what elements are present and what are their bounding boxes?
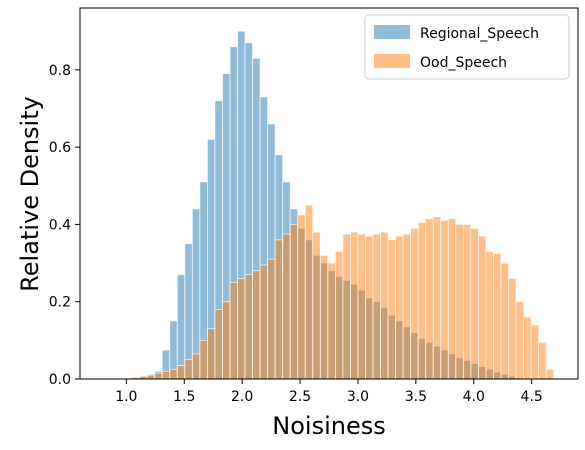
bar-ood-speech [237,278,246,380]
bar-ood-speech [267,258,276,380]
y-tick-label: 0.0 [49,372,71,388]
y-tick-label: 0.6 [49,140,71,156]
y-tick-label: 0.2 [49,295,71,311]
bar-ood-speech [214,309,223,380]
bar-ood-speech [274,239,284,380]
bar-ood-speech [222,301,231,380]
bar-ood-speech [297,214,306,380]
bar-ood-speech [176,365,186,380]
bar-ood-speech [146,374,156,380]
x-axis-label: Noisiness [272,412,385,440]
bar-ood-speech [184,359,193,380]
bars-layer [116,30,555,380]
bar-ood-speech [508,278,517,380]
x-tick-label: 2.0 [231,389,253,405]
bar-ood-speech [417,222,427,380]
x-tick-label: 1.5 [173,389,195,405]
x-tick-label: 2.5 [289,389,311,405]
legend-swatch-ood-speech [374,54,410,68]
x-tick-label: 1.0 [115,389,137,405]
y-axis-label: Relative Density [16,96,44,292]
bar-ood-speech [259,264,269,380]
bar-ood-speech [365,235,374,380]
bar-ood-speech [410,227,419,380]
bar-ood-speech [342,233,351,380]
bar-ood-speech [387,239,397,380]
bar-ood-speech [350,231,359,380]
bar-ood-speech [252,270,261,380]
legend: Regional_Speech Ood_Speech [364,14,570,80]
legend-box [364,14,570,80]
bar-ood-speech [206,328,216,380]
bar-ood-speech [372,233,381,380]
bar-ood-speech [161,370,171,380]
bar-ood-speech [304,204,314,380]
bar-ood-speech [485,251,494,380]
bar-ood-speech [545,368,555,380]
x-axis: 1.0 1.5 2.0 2.5 3.0 3.5 4.0 4.5 [115,379,543,405]
bar-ood-speech [380,231,389,380]
legend-label-regional-speech: Regional_Speech [420,26,539,42]
bar-ood-speech [357,233,366,380]
bar-ood-speech [440,220,449,380]
bar-ood-speech [530,324,540,380]
bar-ood-speech [493,252,502,380]
legend-label-ood-speech: Ood_Speech [420,55,507,71]
bar-ood-speech [319,254,329,380]
plot-frame [79,7,579,380]
bar-ood-speech [402,233,412,380]
bar-ood-speech [432,216,442,380]
bar-ood-speech [523,316,532,380]
y-tick-label: 0.8 [49,63,71,79]
bar-ood-speech [312,231,321,380]
bar-ood-speech [538,341,547,380]
bar-ood-speech [169,368,178,380]
bar-ood-speech [425,218,434,380]
y-tick-label: 0.4 [49,217,71,233]
bar-ood-speech [229,281,238,380]
legend-swatch-regional-speech [374,25,410,39]
bar-ood-speech [282,233,291,380]
bar-ood-speech [334,251,344,380]
bar-ood-speech [327,262,336,380]
x-tick-label: 4.5 [521,389,543,405]
bar-ood-speech [447,218,457,380]
bar-ood-speech [395,235,404,380]
bar-ood-speech [477,235,487,380]
bar-ood-speech [470,227,479,380]
series-ood-speech [116,204,555,380]
bar-regional-speech [176,274,186,380]
x-tick-label: 3.0 [347,389,369,405]
bar-ood-speech [199,339,208,380]
x-tick-label: 3.5 [405,389,427,405]
bar-ood-speech [244,274,253,380]
bar-regional-speech [184,243,193,380]
y-axis: 0.0 0.2 0.4 0.6 0.8 [49,63,80,388]
bar-ood-speech [515,301,524,380]
bar-ood-speech [462,224,472,380]
bar-ood-speech [455,224,464,380]
bar-ood-speech [289,224,299,380]
bar-ood-speech [191,353,201,380]
bar-ood-speech [154,372,163,380]
bar-ood-speech [500,262,509,380]
x-tick-label: 4.0 [463,389,485,405]
